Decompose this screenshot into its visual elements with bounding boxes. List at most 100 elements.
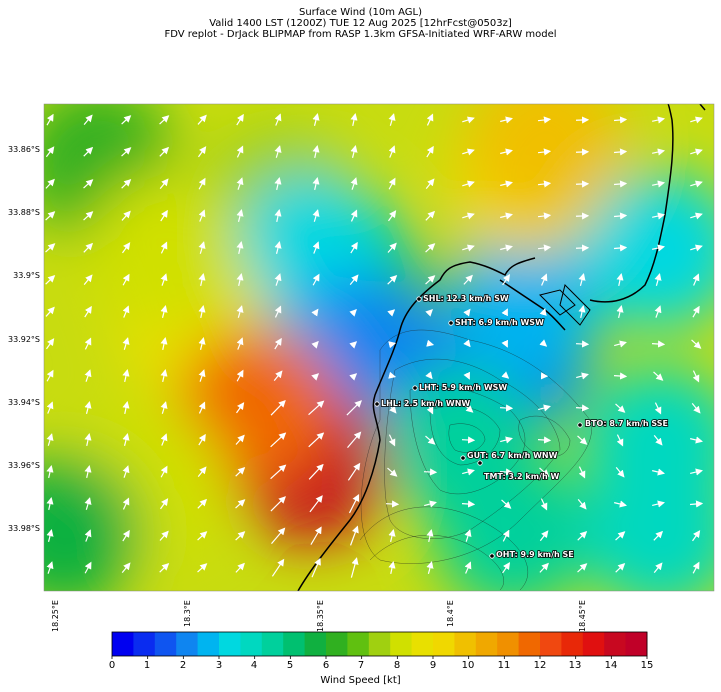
wind-arrow xyxy=(653,530,664,541)
wind-arrow xyxy=(615,466,625,478)
wind-arrow xyxy=(197,563,208,573)
wind-arrow xyxy=(385,500,400,508)
wind-arrow xyxy=(463,339,471,348)
colorbar-segment xyxy=(219,632,241,656)
wind-arrow xyxy=(690,180,703,188)
wind-arrow xyxy=(122,400,130,414)
wind-arrow xyxy=(500,148,513,156)
wind-arrow xyxy=(350,209,358,222)
colorbar-segment xyxy=(133,632,156,656)
lon-label: 18.35°E xyxy=(316,600,325,632)
wind-arrow xyxy=(312,113,320,126)
wind-arrow xyxy=(84,432,92,446)
wind-arrow xyxy=(426,145,434,158)
wind-arrow xyxy=(425,435,436,445)
colorbar-segment xyxy=(518,632,541,656)
wind-arrow xyxy=(347,462,361,481)
wind-arrow xyxy=(651,340,666,348)
wind-arrow xyxy=(83,114,93,125)
wind-arrow xyxy=(308,463,324,480)
wind-arrow xyxy=(311,373,320,381)
wind-arrow xyxy=(45,178,55,189)
wind-arrow xyxy=(46,561,54,574)
wind-arrow xyxy=(122,529,130,542)
wind-arrow xyxy=(537,436,552,444)
wind-arrow xyxy=(463,371,470,380)
wind-arrow xyxy=(464,561,472,574)
wind-arrow xyxy=(122,305,130,318)
lat-label: 33.9°S xyxy=(13,271,40,280)
colorbar-segment xyxy=(283,632,306,656)
field-blob xyxy=(86,172,243,329)
wind-arrow xyxy=(613,212,628,220)
colorbar xyxy=(111,631,648,659)
wind-arrow xyxy=(236,402,245,414)
wind-arrow xyxy=(537,212,552,220)
wind-arrow xyxy=(346,400,362,416)
wind-arrow xyxy=(461,500,476,508)
wind-arrow xyxy=(235,434,245,445)
wind-arrow xyxy=(350,557,359,578)
wind-arrow xyxy=(463,403,474,413)
colorbar-frame xyxy=(111,631,648,657)
colorbar-segment xyxy=(625,632,648,656)
wind-arrow xyxy=(692,530,701,542)
wind-arrow xyxy=(538,404,551,412)
wind-arrow xyxy=(121,115,132,125)
wind-arrow xyxy=(387,467,398,477)
lon-label: 18.3°E xyxy=(183,600,192,627)
station-label: GUT: 6.7 km/h WNW xyxy=(467,451,558,460)
wind-arrow xyxy=(46,433,54,446)
wind-arrow xyxy=(502,529,510,542)
wind-arrow xyxy=(83,179,94,189)
wind-arrow xyxy=(426,402,434,415)
colorbar-segment xyxy=(582,632,605,656)
lon-label: 18.25°E xyxy=(51,600,60,632)
wind-arrow xyxy=(235,467,246,477)
wind-arrow xyxy=(46,529,54,542)
colorbar-segment xyxy=(604,632,627,656)
wind-arrow xyxy=(539,307,547,316)
title-line-2: Valid 1400 LST (1200Z) TUE 12 Aug 2025 [… xyxy=(209,18,512,29)
wind-arrow xyxy=(274,273,282,286)
wind-arrow xyxy=(159,530,169,541)
station-label: LHT: 5.9 km/h WSW xyxy=(419,383,507,392)
wind-arrow xyxy=(197,114,207,125)
wind-arrow xyxy=(426,113,434,126)
wind-arrow xyxy=(462,212,475,220)
wind-arrow xyxy=(45,275,56,285)
wind-arrow xyxy=(122,433,130,446)
colorbar-segment xyxy=(497,632,520,656)
wind-arrow xyxy=(652,148,666,156)
wind-arrow xyxy=(462,116,475,124)
wind-arrow xyxy=(122,337,130,350)
wind-arrow xyxy=(464,529,472,542)
wind-arrow xyxy=(578,273,586,286)
wind-arrow xyxy=(653,562,663,574)
wind-arrow xyxy=(274,113,282,126)
wind-arrow xyxy=(690,468,704,476)
wind-arrow xyxy=(198,272,206,286)
wind-arrow xyxy=(45,211,56,221)
wind-arrow xyxy=(539,467,550,477)
wind-arrow xyxy=(83,274,93,286)
station-label: SHL: 12.3 km/h SW xyxy=(423,294,509,303)
lat-label: 33.98°S xyxy=(8,524,40,533)
wind-arrow xyxy=(84,561,92,574)
wind-arrow xyxy=(692,273,700,286)
wind-arrow xyxy=(46,113,54,126)
wind-arrow xyxy=(575,404,590,412)
wind-arrow xyxy=(84,497,92,510)
map-frame xyxy=(43,103,715,592)
wind-arrow xyxy=(501,499,512,509)
wind-arrow xyxy=(388,145,396,158)
wind-arrow xyxy=(308,400,325,416)
wind-arrow xyxy=(501,371,510,379)
wind-arrow xyxy=(690,148,703,156)
station-markers: SHL: 12.3 km/h SW SHT: 6.9 km/h WSW LHT: 5… xyxy=(374,293,669,560)
field-blob xyxy=(180,327,337,484)
wind-arrow xyxy=(84,369,92,382)
wind-arrow xyxy=(462,180,475,188)
wind-arrow xyxy=(614,500,628,508)
wind-arrow xyxy=(159,178,169,190)
